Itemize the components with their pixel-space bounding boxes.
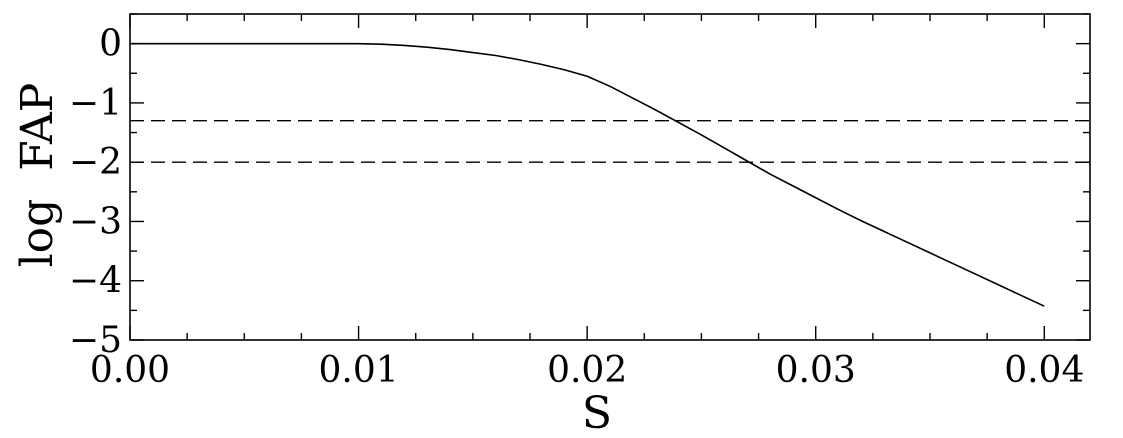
y-tick-label: 0	[99, 24, 122, 65]
x-tick-label: 0.04	[1004, 350, 1084, 391]
x-tick-label: 0.03	[776, 350, 856, 391]
y-tick-label: −3	[69, 201, 122, 242]
y-tick-label: −2	[69, 142, 122, 183]
x-axis-label: S	[582, 388, 612, 438]
y-axis-label: log FAP	[12, 83, 63, 268]
fap-curve	[130, 42, 1045, 307]
x-tick-label: 0.00	[90, 350, 170, 391]
y-tick-label: −1	[69, 83, 122, 124]
x-tick-label: 0.01	[318, 350, 398, 391]
axis-layer: 0.00 0.01 0.02 0.03 0.04 0 −1 −2 −3 −4 −5	[69, 13, 1091, 391]
y-tick-label: −4	[69, 261, 122, 302]
y-tick-label: −5	[69, 320, 122, 361]
plot-layer	[130, 42, 1090, 307]
plot-frame	[129, 13, 1091, 341]
x-tick-label: 0.02	[547, 350, 627, 391]
